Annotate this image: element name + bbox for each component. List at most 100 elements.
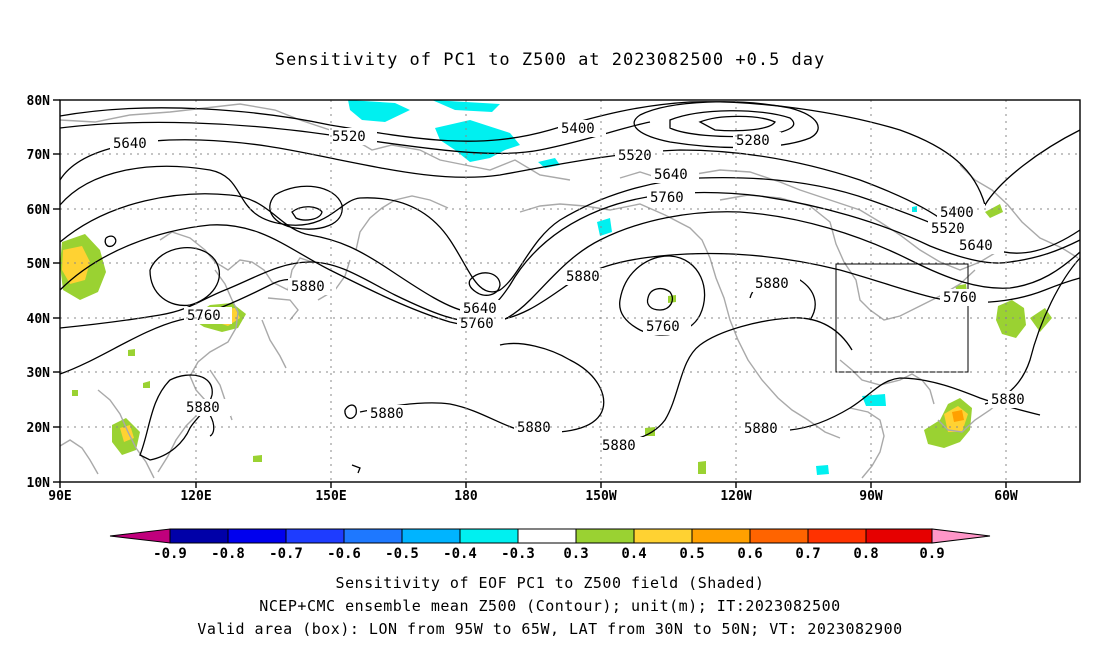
contour-line bbox=[669, 110, 795, 138]
colorbar-swatch bbox=[401, 528, 461, 544]
lon-label: 180 bbox=[454, 489, 478, 504]
shade-green-patch bbox=[143, 381, 150, 388]
contour-line bbox=[633, 101, 819, 149]
contour-line bbox=[59, 139, 946, 223]
contour-label: 5400 bbox=[561, 121, 595, 137]
lat-label: 60N bbox=[27, 203, 51, 218]
colorbar-swatch bbox=[285, 528, 345, 544]
contour-label: 5760 bbox=[650, 190, 684, 206]
contour-label: 5520 bbox=[332, 129, 366, 145]
caption-shading: Sensitivity of EOF PC1 to Z500 field (Sh… bbox=[335, 574, 765, 592]
colorbar-swatch bbox=[575, 528, 635, 544]
shade-orange-patch bbox=[952, 410, 964, 422]
colorbar-label: -0.9 bbox=[153, 546, 187, 562]
contour-line bbox=[359, 342, 605, 433]
contour-label: 5880 bbox=[566, 269, 600, 285]
contour-line bbox=[59, 165, 1081, 293]
lat-label: 20N bbox=[27, 421, 51, 436]
gridlines bbox=[60, 100, 1080, 482]
map-title: Sensitivity of PC1 to Z500 at 2023082500… bbox=[274, 50, 826, 70]
shade-green-patch bbox=[253, 455, 262, 462]
caption-valid-area: Valid area (box): LON from 95W to 65W, L… bbox=[197, 620, 903, 638]
contour-line bbox=[139, 374, 213, 461]
contour-label: 5880 bbox=[991, 392, 1025, 408]
contour-line bbox=[59, 101, 1081, 207]
contour-label: 5640 bbox=[463, 301, 497, 317]
contour-label: 5400 bbox=[940, 205, 974, 221]
colorbar-label: 0.5 bbox=[679, 546, 704, 562]
map-frame bbox=[59, 99, 1081, 483]
shade-green-patch bbox=[128, 349, 135, 356]
colorbar-label: -0.6 bbox=[327, 546, 361, 562]
colorbar-label: -0.8 bbox=[211, 546, 245, 562]
lat-label: 70N bbox=[27, 148, 51, 163]
contour-line bbox=[209, 414, 215, 437]
colorbar bbox=[109, 528, 991, 544]
colorbar-swatch bbox=[169, 528, 229, 544]
contour-line bbox=[698, 115, 776, 132]
lon-label: 150E bbox=[315, 489, 346, 504]
lat-label: 40N bbox=[27, 312, 51, 327]
contour-line bbox=[468, 272, 501, 296]
contour-line bbox=[59, 211, 1081, 327]
shade-green-patch bbox=[996, 300, 1026, 338]
contour-label: 5880 bbox=[602, 438, 636, 454]
contour-label: 5280 bbox=[736, 133, 770, 149]
colorbar-label: 0.6 bbox=[737, 546, 762, 562]
contour-line bbox=[59, 121, 651, 155]
lon-label: 90E bbox=[48, 489, 71, 504]
shade-green-patch bbox=[72, 390, 78, 396]
shade-cyan-patch bbox=[816, 465, 829, 475]
contour-line bbox=[291, 206, 323, 221]
lon-label: 90W bbox=[859, 489, 883, 504]
lat-label: 80N bbox=[27, 94, 51, 109]
shade-cyan-patch bbox=[597, 218, 612, 236]
sensitivity-shading bbox=[60, 100, 1052, 475]
colorbar-label: -0.7 bbox=[269, 546, 303, 562]
contour-line bbox=[149, 247, 221, 307]
contour-label: 5760 bbox=[187, 308, 221, 324]
contour-line bbox=[344, 404, 357, 419]
lat-label: 30N bbox=[27, 366, 51, 381]
colorbar-label: 0.7 bbox=[795, 546, 820, 562]
colorbar-label: -0.4 bbox=[443, 546, 477, 562]
colorbar-right-triangle bbox=[931, 528, 991, 544]
lat-label: 50N bbox=[27, 257, 51, 272]
contour-line bbox=[599, 317, 853, 443]
shade-yellow-patch bbox=[62, 246, 90, 284]
lon-label: 120W bbox=[720, 489, 751, 504]
colorbar-left-triangle bbox=[109, 528, 171, 544]
lon-label: 120E bbox=[180, 489, 211, 504]
contour-line bbox=[104, 235, 117, 248]
lon-label: 150W bbox=[585, 489, 616, 504]
contour-line bbox=[269, 185, 343, 230]
contour-line bbox=[351, 464, 361, 474]
contour-label: 5880 bbox=[744, 421, 778, 437]
lon-label: 60W bbox=[994, 489, 1018, 504]
shade-cyan-patch bbox=[348, 100, 410, 122]
lat-label: 10N bbox=[27, 476, 51, 491]
contour-label: 5880 bbox=[291, 279, 325, 295]
colorbar-label: -0.5 bbox=[385, 546, 419, 562]
colorbar-label: 0.3 bbox=[563, 546, 588, 562]
colorbar-swatch bbox=[343, 528, 403, 544]
z500-contours bbox=[59, 101, 1081, 474]
colorbar-swatch bbox=[691, 528, 751, 544]
colorbar-label: 0.9 bbox=[919, 546, 944, 562]
contour-label: 5760 bbox=[943, 290, 977, 306]
colorbar-swatch bbox=[749, 528, 809, 544]
colorbar-swatch bbox=[517, 528, 577, 544]
contour-line bbox=[619, 255, 706, 336]
contour-label: 5520 bbox=[618, 148, 652, 164]
colorbar-swatch bbox=[807, 528, 867, 544]
contour-label: 5760 bbox=[460, 316, 494, 332]
contour-label: 5640 bbox=[959, 238, 993, 254]
contour-label: 5760 bbox=[646, 319, 680, 335]
shade-cyan-patch bbox=[862, 394, 886, 406]
colorbar-label: 0.8 bbox=[853, 546, 878, 562]
contour-line bbox=[646, 287, 674, 311]
colorbar-swatch bbox=[633, 528, 693, 544]
colorbar-label: -0.3 bbox=[501, 546, 535, 562]
shade-cyan-patch bbox=[432, 100, 500, 112]
